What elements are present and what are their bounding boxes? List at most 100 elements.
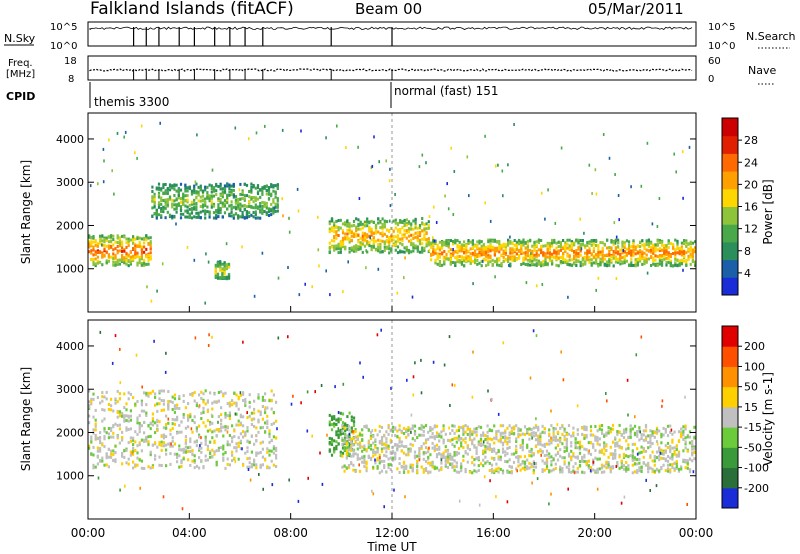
power-cell-4 <box>436 256 439 260</box>
power-cell-1 <box>184 194 187 198</box>
velocity-cell-0 <box>224 415 227 419</box>
power-cell-4 <box>667 240 670 243</box>
velocity-cell-2 <box>539 432 542 436</box>
power-cell-4 <box>469 240 472 244</box>
velocity-cell-2 <box>600 431 604 435</box>
power-cell-4 <box>632 250 635 254</box>
power-cell-1 <box>175 198 178 202</box>
velocity-cell-2 <box>633 458 637 461</box>
velocity-cell-2 <box>572 454 575 458</box>
velocity-cell-2 <box>622 467 626 471</box>
velocity-cell-2 <box>603 464 606 468</box>
velocity-cell-2 <box>510 452 513 456</box>
velocity-cell-2 <box>631 458 634 462</box>
velocity-cell-0 <box>259 451 262 454</box>
velocity-cell-2 <box>398 444 401 448</box>
velocity-cell-0 <box>169 432 172 436</box>
power-cell-4 <box>542 263 545 267</box>
velocity-cell-2 <box>442 427 445 431</box>
velocity-cell-0 <box>244 403 247 407</box>
power-cell-1 <box>219 194 222 197</box>
velocity-cell-2 <box>462 459 465 462</box>
power-noise <box>296 187 299 191</box>
velocity-cell-2 <box>589 425 593 429</box>
power-noise <box>146 285 148 289</box>
power-cell-0 <box>114 247 117 251</box>
velocity-cell-0 <box>200 459 203 463</box>
power-cell-3 <box>379 226 382 230</box>
power-cell-0 <box>116 241 119 244</box>
velocity-cell-0 <box>239 413 242 417</box>
velocity-cell-1 <box>341 426 345 430</box>
power-cell-3 <box>339 226 342 230</box>
velocity-cell-2 <box>449 463 452 466</box>
velocity-cell-0 <box>118 392 121 396</box>
power-cell-4 <box>566 238 569 242</box>
power-cell-4 <box>546 244 549 248</box>
velocity-cell-0 <box>187 402 190 406</box>
power-cell-4 <box>617 258 620 262</box>
velocity-cell-2 <box>455 461 458 465</box>
velocity-cell-2 <box>559 440 562 444</box>
power-cell-4 <box>537 262 540 266</box>
power-cell-1 <box>195 208 198 211</box>
velocity-cell-0 <box>158 402 161 406</box>
velocity-cell-0 <box>264 411 267 415</box>
velocity-cell-2 <box>585 433 588 437</box>
velocity-cell-2 <box>563 456 566 460</box>
power-cell-4 <box>669 263 672 267</box>
velocity-cell-0 <box>239 439 242 443</box>
power-cell-4 <box>535 240 538 244</box>
velocity-cell-2 <box>567 452 571 456</box>
power-cell-4 <box>544 244 547 248</box>
velocity-cell-2 <box>475 452 478 455</box>
power-cell-3 <box>403 233 406 237</box>
velocity-cell-2 <box>473 427 476 431</box>
velocity-cell-0 <box>171 436 174 440</box>
power-noise <box>588 163 591 167</box>
power-cell-3 <box>368 228 371 232</box>
velocity-cell-2 <box>482 433 485 437</box>
velocity-cell-2 <box>576 428 579 432</box>
power-cell-3 <box>333 230 336 234</box>
velocity-cell-2 <box>367 439 370 443</box>
velocity-cell-0 <box>101 419 104 423</box>
velocity-cell-0 <box>96 449 99 453</box>
velocity-cell-0 <box>261 398 264 402</box>
velocity-cell-2 <box>545 453 549 457</box>
power-cell-4 <box>496 246 499 250</box>
power-cell-3 <box>344 245 347 249</box>
velocity-cell-2 <box>495 435 498 439</box>
power-cell-1 <box>210 196 213 200</box>
power-cell-1 <box>212 211 216 215</box>
power-cell-1 <box>217 203 220 207</box>
power-cell-4 <box>663 251 666 255</box>
power-cell-3 <box>339 250 342 254</box>
power-cell-3 <box>410 238 413 242</box>
power-cell-0 <box>103 254 106 258</box>
power-cell-1 <box>261 192 264 196</box>
power-cell-0 <box>140 251 143 255</box>
velocity-cell-2 <box>413 438 417 442</box>
velocity-cell-2 <box>548 434 551 438</box>
power-cell-1 <box>274 190 277 194</box>
velocity-cell-2 <box>552 432 555 436</box>
power-cell-4 <box>562 254 565 258</box>
velocity-cell-2 <box>510 426 513 430</box>
power-cell-3 <box>330 229 334 233</box>
power-cell-1 <box>197 190 200 194</box>
power-cell-4 <box>540 249 543 253</box>
power-cell-1 <box>219 211 222 215</box>
power-colorbar-cell-7 <box>722 153 738 172</box>
power-cell-0 <box>136 263 139 267</box>
power-cell-4 <box>537 253 540 257</box>
velocity-cell-0 <box>127 462 130 466</box>
power-cell-4 <box>573 262 576 266</box>
velocity-cell-2 <box>347 446 351 450</box>
power-cell-0 <box>121 249 124 253</box>
power-cell-3 <box>339 243 342 247</box>
power-cell-3 <box>407 230 411 234</box>
power-cell-0 <box>127 260 130 263</box>
power-cell-3 <box>401 243 404 247</box>
power-cell-2 <box>221 262 224 266</box>
